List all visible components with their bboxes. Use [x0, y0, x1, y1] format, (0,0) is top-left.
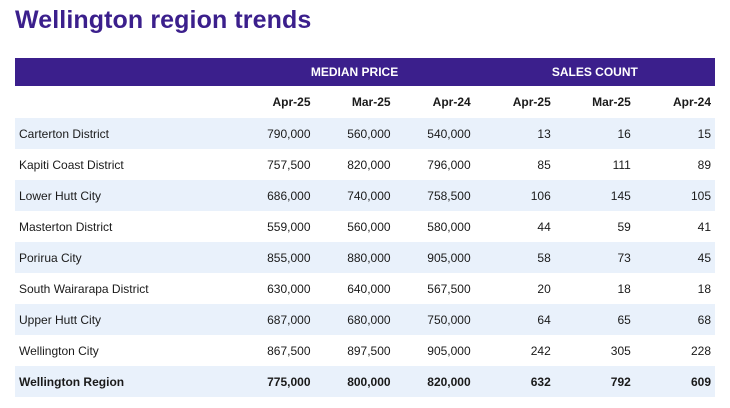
header-spacer [15, 58, 235, 86]
median-price-cell: 560,000 [314, 211, 395, 242]
median-price-cell: 640,000 [314, 273, 395, 304]
median-price-cell: 905,000 [394, 335, 475, 366]
table-total-row: Wellington Region 775,000 800,000 820,000 63… [15, 366, 715, 397]
sales-count-cell: 16 [554, 118, 635, 149]
median-price-cell: 680,000 [314, 304, 395, 335]
table-row: Upper Hutt City 687,000 680,000 750,000 64 65… [15, 304, 715, 335]
median-price-cell: 897,500 [314, 335, 395, 366]
table-row: Wellington City 867,500 897,500 905,000 242 3… [15, 335, 715, 366]
sales-count-cell: 20 [474, 273, 555, 304]
table-row: Masterton District 559,000 560,000 580,000 4… [15, 211, 715, 242]
region-column-header [15, 86, 235, 118]
sales-count-cell: 632 [474, 366, 555, 397]
sales-count-cell: 68 [634, 304, 715, 335]
sales-count-cell: 41 [634, 211, 715, 242]
sales-count-cell: 609 [634, 366, 715, 397]
median-price-cell: 559,000 [234, 211, 315, 242]
period-header: Mar-25 [314, 86, 395, 118]
period-header: Apr-24 [634, 86, 715, 118]
sales-count-cell: 105 [634, 180, 715, 211]
period-header-row: Apr-25 Mar-25 Apr-24 Apr-25 Mar-25 Apr-2… [15, 86, 715, 118]
sales-count-cell: 111 [554, 149, 635, 180]
region-name-cell: Upper Hutt City [15, 304, 235, 335]
sales-count-cell: 45 [634, 242, 715, 273]
sales-count-cell: 13 [474, 118, 555, 149]
sales-count-cell: 228 [634, 335, 715, 366]
region-name-cell: South Wairarapa District [15, 273, 235, 304]
median-price-cell: 790,000 [234, 118, 315, 149]
sales-count-cell: 15 [634, 118, 715, 149]
region-name-cell: Wellington Region [15, 366, 235, 397]
median-price-cell: 757,500 [234, 149, 315, 180]
sales-count-cell: 58 [474, 242, 555, 273]
region-name-cell: Masterton District [15, 211, 235, 242]
sales-count-cell: 85 [474, 149, 555, 180]
median-price-cell: 880,000 [314, 242, 395, 273]
table-body: Carterton District 790,000 560,000 540,000 1… [15, 118, 715, 397]
median-price-cell: 758,500 [394, 180, 475, 211]
region-name-cell: Carterton District [15, 118, 235, 149]
median-price-cell: 580,000 [394, 211, 475, 242]
sales-count-cell: 145 [554, 180, 635, 211]
sales-count-header: SALES COUNT [474, 58, 715, 86]
region-name-cell: Lower Hutt City [15, 180, 235, 211]
period-header: Apr-25 [474, 86, 555, 118]
period-header: Apr-24 [394, 86, 475, 118]
median-price-cell: 867,500 [234, 335, 315, 366]
sales-count-cell: 89 [634, 149, 715, 180]
period-header: Apr-25 [234, 86, 315, 118]
region-name-cell: Porirua City [15, 242, 235, 273]
sales-count-cell: 305 [554, 335, 635, 366]
median-price-cell: 560,000 [314, 118, 395, 149]
table-row: Lower Hutt City 686,000 740,000 758,500 106 1… [15, 180, 715, 211]
median-price-cell: 686,000 [234, 180, 315, 211]
region-name-cell: Kapiti Coast District [15, 149, 235, 180]
median-price-cell: 855,000 [234, 242, 315, 273]
median-price-cell: 820,000 [314, 149, 395, 180]
table-row: Porirua City 855,000 880,000 905,000 58 73 45 [15, 242, 715, 273]
sales-count-cell: 18 [634, 273, 715, 304]
sales-count-cell: 106 [474, 180, 555, 211]
median-price-cell: 740,000 [314, 180, 395, 211]
group-header-row: MEDIAN PRICE SALES COUNT [15, 58, 715, 86]
region-name-cell: Wellington City [15, 335, 235, 366]
median-price-cell: 567,500 [394, 273, 475, 304]
median-price-header: MEDIAN PRICE [234, 58, 475, 86]
page-title: Wellington region trends [15, 6, 312, 34]
period-header: Mar-25 [554, 86, 635, 118]
sales-count-cell: 18 [554, 273, 635, 304]
table-row: Kapiti Coast District 757,500 820,000 796,0… [15, 149, 715, 180]
table-row: South Wairarapa District 630,000 640,000 56… [15, 273, 715, 304]
sales-count-cell: 792 [554, 366, 635, 397]
median-price-cell: 796,000 [394, 149, 475, 180]
sales-count-cell: 44 [474, 211, 555, 242]
sales-count-cell: 242 [474, 335, 555, 366]
table-row: Carterton District 790,000 560,000 540,000 1… [15, 118, 715, 149]
median-price-cell: 775,000 [234, 366, 315, 397]
median-price-cell: 687,000 [234, 304, 315, 335]
sales-count-cell: 65 [554, 304, 635, 335]
median-price-cell: 800,000 [314, 366, 395, 397]
sales-count-cell: 64 [474, 304, 555, 335]
median-price-cell: 630,000 [234, 273, 315, 304]
sales-count-cell: 59 [554, 211, 635, 242]
median-price-cell: 540,000 [394, 118, 475, 149]
median-price-cell: 905,000 [394, 242, 475, 273]
median-price-cell: 820,000 [394, 366, 475, 397]
sales-count-cell: 73 [554, 242, 635, 273]
trends-table: MEDIAN PRICE SALES COUNT Apr-25 Mar-25 A… [15, 58, 715, 397]
median-price-cell: 750,000 [394, 304, 475, 335]
